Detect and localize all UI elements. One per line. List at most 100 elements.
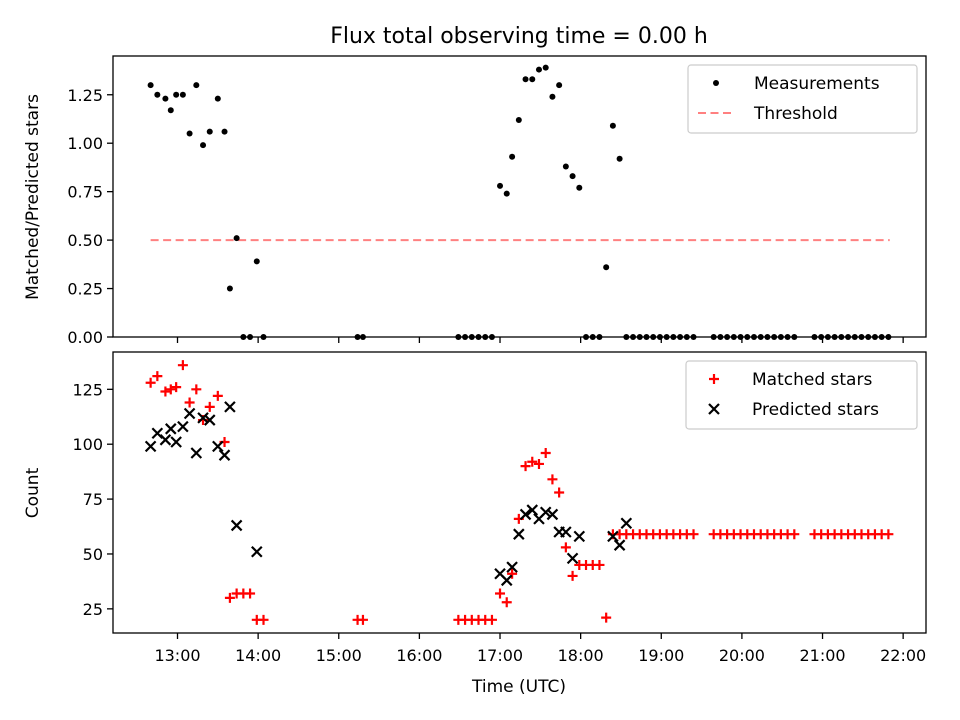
predicted-star-point	[546, 508, 559, 521]
measurement-point	[233, 235, 240, 242]
matched-star-point	[165, 384, 176, 395]
measurement-point	[630, 334, 637, 340]
legend-predicted-marker	[708, 403, 720, 415]
measurement-point	[764, 334, 771, 340]
count-y-tick-label: 75	[83, 490, 103, 509]
matched-star-point	[520, 461, 531, 472]
ratio-axes-frame	[112, 55, 927, 338]
measurement-point	[221, 128, 228, 135]
measurement-point	[710, 334, 717, 340]
predicted-star-point	[197, 412, 209, 424]
measurement-point	[784, 334, 791, 340]
matched-star-point	[212, 390, 223, 401]
legend-label: Predicted stars	[752, 400, 879, 420]
count-x-ticks: 13:00 14:00 15:00 16:00 17:00 18:00 19:00 20:00…	[154, 633, 926, 665]
predicted-star-point	[190, 447, 203, 459]
measurement-point	[750, 334, 757, 340]
ratio-panel-plot-area	[112, 55, 927, 338]
measurement-point	[193, 82, 200, 89]
legend-label: Measurements	[754, 74, 880, 94]
measurement-point	[482, 334, 489, 340]
measurement-point	[214, 95, 221, 102]
measurement-point	[811, 334, 818, 340]
ratio-y-tick-label: 1.00	[67, 134, 103, 153]
measurement-point	[623, 334, 630, 340]
matched-star-point	[560, 542, 571, 553]
measurement-point	[845, 334, 852, 340]
measurement-point	[609, 122, 616, 129]
measurement-point	[154, 91, 161, 98]
ratio-panel: 0.00 0.25 0.50 0.75 1.00 1.25 Matched/Predict…	[23, 55, 927, 347]
matched-star-point	[507, 568, 518, 579]
ratio-y-axis-label: Matched/Predicted stars	[23, 94, 43, 300]
measurement-point	[643, 334, 650, 340]
measurement-point	[885, 334, 892, 340]
measurement-point	[542, 64, 549, 71]
predicted-star-point	[230, 519, 243, 532]
ratio-y-tick-label: 0.50	[67, 231, 103, 250]
count-panel: 25 50 75 100 125 13:00 14:00 15:00 16:00 17:00 18…	[23, 351, 927, 697]
matched-star-point	[601, 612, 612, 623]
matched-star-point	[258, 614, 269, 625]
measurement-points	[147, 64, 892, 340]
measurement-point	[354, 334, 361, 340]
measurement-point	[650, 334, 657, 340]
measurement-point	[636, 334, 643, 340]
predicted-star-point	[165, 423, 177, 435]
measurement-point	[871, 334, 878, 340]
predicted-star-point	[560, 526, 572, 538]
measurement-point	[690, 334, 697, 340]
matched-star-point	[540, 447, 551, 458]
measurement-point	[744, 334, 751, 340]
measurement-point	[529, 76, 536, 83]
predicted-star-point	[251, 545, 263, 558]
measurement-point	[475, 334, 482, 340]
matched-star-point	[594, 559, 605, 570]
count-y-tick-label: 125	[72, 380, 103, 399]
predicted-star-point	[177, 420, 189, 433]
measurement-point	[656, 334, 663, 340]
ratio-legend-box	[687, 64, 918, 134]
measurement-point	[576, 184, 583, 191]
measurement-point	[858, 334, 865, 340]
measurement-point	[777, 334, 784, 340]
predicted-star-point	[573, 530, 586, 543]
chart-title: Flux total observing time = 0.00 h	[330, 24, 708, 49]
x-tick-label: 20:00	[719, 646, 765, 665]
measurement-point	[677, 334, 684, 340]
matched-star-point	[160, 386, 171, 397]
matched-star-point	[184, 397, 195, 408]
predicted-star-point	[170, 436, 182, 448]
measurement-point	[162, 95, 169, 102]
measurement-point	[247, 334, 254, 340]
measurement-point	[173, 91, 180, 98]
x-tick-label: 21:00	[799, 646, 845, 665]
matched-star-point	[688, 529, 699, 540]
matched-star-point	[191, 384, 202, 395]
measurement-point	[260, 334, 267, 340]
measurement-point	[497, 182, 504, 189]
matched-star-point	[547, 474, 558, 485]
count-y-tick-label: 25	[83, 600, 103, 619]
x-tick-label: 18:00	[558, 646, 604, 665]
measurement-point	[556, 82, 563, 89]
predicted-star-point	[613, 539, 626, 551]
matched-star-point	[567, 570, 578, 581]
ratio-y-tick-label: 0.75	[67, 183, 103, 202]
predicted-star-point	[203, 414, 216, 426]
ratio-x-ticks	[176, 337, 904, 343]
matched-star-point	[357, 614, 368, 625]
measurement-point	[757, 334, 764, 340]
matched-star-point	[527, 456, 538, 467]
matched-star-point	[177, 360, 188, 371]
measurement-point	[167, 107, 174, 114]
predicted-star-point	[218, 449, 231, 461]
x-tick-label: 14:00	[235, 646, 281, 665]
measurement-point	[549, 93, 556, 100]
count-legend-box	[685, 360, 918, 430]
count-y-ticks: 25 50 75 100 125	[72, 380, 113, 619]
measurement-point	[562, 163, 569, 170]
matched-star-point	[145, 377, 156, 388]
predicted-star-point	[566, 552, 579, 565]
